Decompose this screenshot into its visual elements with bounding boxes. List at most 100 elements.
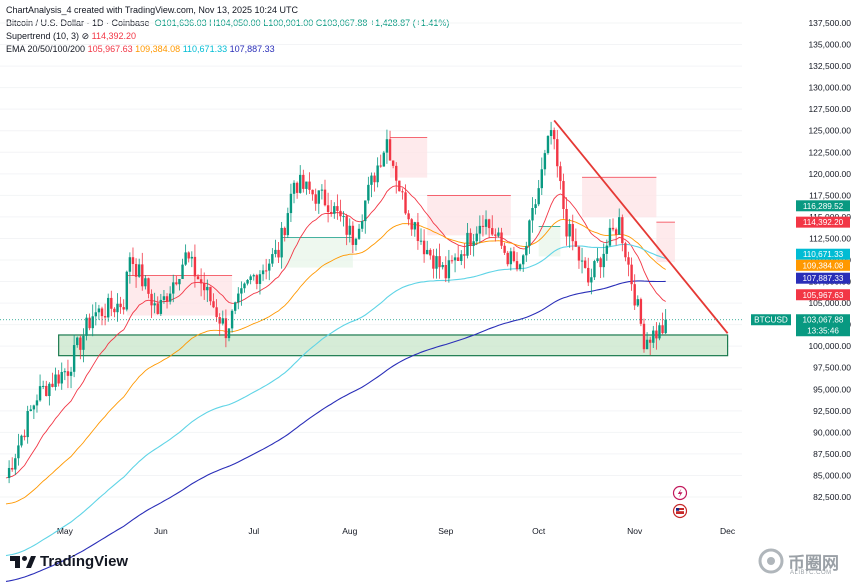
candle-body[interactable] [181,264,184,279]
candle-body[interactable] [29,409,32,412]
candle-body[interactable] [512,251,516,262]
candle-body[interactable] [664,319,667,334]
candle-body[interactable] [66,371,70,376]
candle-body[interactable] [277,249,280,258]
candle-body[interactable] [336,206,339,211]
candle-body[interactable] [534,204,537,208]
candle-body[interactable] [274,249,277,255]
candle-body[interactable] [212,301,215,308]
candle-body[interactable] [559,166,562,182]
candle-body[interactable] [125,271,128,310]
candle-body[interactable] [119,303,122,308]
candle-body[interactable] [416,222,420,241]
candle-body[interactable] [574,241,578,247]
candle-body[interactable] [299,174,302,193]
candle-body[interactable] [379,165,382,167]
candle-body[interactable] [237,293,240,303]
candle-body[interactable] [54,374,57,387]
candle-body[interactable] [60,371,63,384]
candle-body[interactable] [20,435,23,446]
candle-body[interactable] [103,316,107,318]
candle-body[interactable] [249,276,252,281]
candle-body[interactable] [246,280,249,284]
candle-body[interactable] [540,169,543,189]
candle-body[interactable] [76,337,79,346]
candle-body[interactable] [51,383,54,387]
candle-body[interactable] [373,175,376,183]
candle-body[interactable] [271,254,274,264]
candle-body[interactable] [503,245,506,253]
candle-body[interactable] [618,217,621,235]
candle-body[interactable] [48,383,51,397]
descending-trendline[interactable] [0,119,742,334]
candle-body[interactable] [221,318,224,324]
candle-body[interactable] [134,264,138,277]
candle-body[interactable] [10,467,14,470]
candle-body[interactable] [187,252,190,259]
candle-body[interactable] [596,258,599,262]
candle-body[interactable] [543,153,547,170]
candle-body[interactable] [240,288,243,294]
candle-body[interactable] [645,339,649,350]
candle-body[interactable] [487,219,491,229]
candle-body[interactable] [655,330,658,339]
candle-body[interactable] [565,208,568,237]
candle-body[interactable] [453,257,457,261]
candle-body[interactable] [227,328,231,339]
candle-body[interactable] [395,165,398,181]
candle-body[interactable] [401,191,404,193]
candle-body[interactable] [364,200,367,222]
candle-body[interactable] [268,263,271,271]
candle-body[interactable] [326,205,330,212]
candle-body[interactable] [131,257,135,265]
candle-body[interactable] [339,210,342,217]
candle-body[interactable] [252,275,255,277]
candle-body[interactable] [69,371,73,376]
candle-body[interactable] [255,275,259,284]
candle-body[interactable] [580,260,584,262]
candle-body[interactable] [141,264,144,287]
candle-body[interactable] [407,213,410,220]
candle-body[interactable] [556,139,559,167]
candle-body[interactable] [107,297,110,318]
candle-body[interactable] [391,160,395,166]
candle-body[interactable] [630,264,633,285]
candle-body[interactable] [460,254,463,261]
candle-body[interactable] [583,260,587,268]
candle-body[interactable] [432,255,435,269]
candle-body[interactable] [342,216,345,218]
candle-body[interactable] [587,267,590,283]
candle-body[interactable] [494,234,497,236]
candle-body[interactable] [286,213,290,236]
candle-body[interactable] [633,284,636,306]
candle-body[interactable] [425,249,429,255]
candle-body[interactable] [345,216,348,235]
tradingview-logo[interactable]: TradingView [10,553,128,570]
candle-body[interactable] [522,255,525,265]
candle-body[interactable] [497,232,500,236]
candle-body[interactable] [599,258,602,268]
candle-body[interactable] [17,445,20,459]
candle-body[interactable] [447,260,451,279]
candle-body[interactable] [376,165,379,183]
candle-body[interactable] [463,254,466,256]
candle-body[interactable] [196,276,200,280]
candle-body[interactable] [97,308,101,313]
candle-body[interactable] [209,286,212,302]
candle-body[interactable] [206,286,209,291]
candle-body[interactable] [614,229,618,235]
candle-body[interactable] [484,219,488,227]
candle-body[interactable] [627,257,630,265]
candle-body[interactable] [537,188,540,205]
candle-body[interactable] [190,256,194,259]
candle-body[interactable] [79,337,82,350]
candle-body[interactable] [571,224,574,242]
candle-body[interactable] [215,307,218,318]
candle-body[interactable] [639,299,643,324]
candle-body[interactable] [63,371,67,373]
candle-body[interactable] [398,180,401,192]
candle-body[interactable] [642,323,646,350]
candle-body[interactable] [528,220,531,247]
candle-body[interactable] [348,225,351,235]
trendline[interactable] [553,119,729,334]
